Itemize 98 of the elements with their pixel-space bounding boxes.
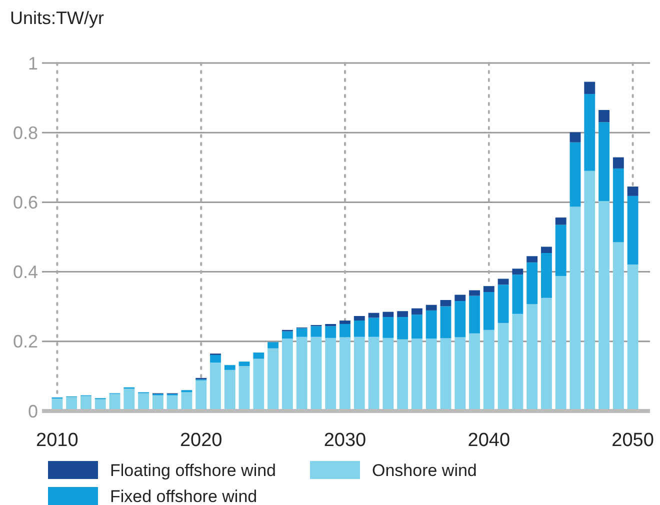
bar bbox=[268, 342, 279, 348]
bar bbox=[238, 362, 250, 366]
x-tick-label: 2010 bbox=[36, 430, 78, 451]
bar bbox=[555, 218, 566, 225]
y-tick-label: 0 bbox=[28, 401, 38, 422]
y-tick-label: 0.8 bbox=[12, 122, 38, 143]
bar bbox=[540, 246, 552, 254]
bar bbox=[526, 256, 538, 262]
x-tick-label: 2030 bbox=[324, 430, 366, 451]
bar bbox=[526, 304, 538, 411]
bar bbox=[397, 317, 408, 340]
bar bbox=[454, 301, 466, 338]
bar bbox=[469, 296, 480, 334]
bar bbox=[440, 338, 452, 411]
bar bbox=[483, 286, 494, 292]
bar bbox=[469, 333, 480, 411]
bar bbox=[397, 311, 408, 318]
bar bbox=[612, 157, 624, 168]
bar bbox=[325, 338, 336, 411]
bar bbox=[368, 318, 380, 337]
bar bbox=[570, 132, 581, 142]
y-tick-label: 0.6 bbox=[12, 192, 38, 212]
bar bbox=[282, 338, 293, 411]
bar bbox=[224, 365, 236, 370]
y-tick-label: 1 bbox=[28, 53, 38, 74]
legend-label: Onshore wind bbox=[372, 460, 477, 480]
bar bbox=[382, 338, 394, 411]
bar bbox=[325, 326, 336, 338]
bar bbox=[440, 306, 452, 338]
bar bbox=[627, 196, 638, 264]
bar bbox=[426, 310, 437, 339]
bar bbox=[555, 224, 566, 276]
bar bbox=[426, 304, 437, 310]
bar bbox=[296, 328, 308, 337]
bar bbox=[224, 370, 236, 411]
x-tick-label: 2020 bbox=[180, 430, 222, 451]
bar bbox=[340, 324, 350, 338]
bar bbox=[238, 366, 250, 411]
bar bbox=[454, 337, 466, 411]
y-axis-title: Units:TW/yr bbox=[10, 8, 104, 28]
bar bbox=[627, 264, 638, 411]
bar bbox=[584, 82, 596, 94]
bar bbox=[282, 331, 293, 339]
bar bbox=[310, 326, 322, 337]
bar bbox=[397, 339, 408, 411]
bar bbox=[426, 338, 437, 411]
bar bbox=[612, 242, 624, 411]
bar bbox=[570, 206, 581, 411]
bar bbox=[483, 330, 494, 411]
bar bbox=[440, 300, 452, 306]
bar bbox=[570, 142, 581, 207]
bar bbox=[498, 284, 509, 323]
bar bbox=[469, 290, 480, 296]
bar bbox=[512, 274, 524, 314]
bar bbox=[612, 168, 624, 242]
bar bbox=[210, 362, 221, 411]
x-tick-label: 2050 bbox=[612, 430, 654, 451]
bar bbox=[340, 320, 350, 324]
bar bbox=[124, 388, 135, 411]
bar bbox=[598, 122, 610, 202]
bar bbox=[354, 320, 365, 337]
bar bbox=[354, 336, 365, 411]
bar bbox=[598, 110, 610, 122]
bar bbox=[584, 170, 596, 411]
bar bbox=[598, 201, 610, 411]
bar bbox=[253, 352, 264, 359]
bar bbox=[354, 316, 365, 321]
y-tick-label: 0.4 bbox=[12, 262, 38, 282]
bar bbox=[540, 298, 552, 411]
bar bbox=[340, 337, 350, 411]
legend-label: Fixed offshore wind bbox=[110, 486, 258, 505]
bar bbox=[253, 358, 264, 411]
bar bbox=[411, 308, 422, 315]
bar bbox=[526, 262, 538, 304]
bar bbox=[498, 322, 509, 411]
bar bbox=[296, 336, 308, 411]
bar bbox=[382, 312, 394, 318]
bar bbox=[512, 268, 524, 275]
x-tick-label: 2040 bbox=[468, 430, 510, 451]
legend-label: Floating offshore wind bbox=[110, 460, 276, 480]
bar bbox=[268, 348, 279, 411]
bar bbox=[196, 380, 207, 411]
bar bbox=[498, 278, 509, 285]
bar bbox=[210, 354, 221, 363]
bar bbox=[540, 253, 552, 298]
bar bbox=[555, 276, 566, 411]
bar bbox=[181, 392, 192, 411]
bar bbox=[627, 186, 638, 196]
bar bbox=[310, 336, 322, 411]
bar bbox=[483, 292, 494, 330]
bar bbox=[411, 314, 422, 339]
bar bbox=[368, 336, 380, 411]
bar bbox=[512, 314, 524, 411]
bar bbox=[584, 94, 596, 171]
bar bbox=[382, 317, 394, 338]
y-tick-label: 0.2 bbox=[12, 332, 38, 352]
bar bbox=[411, 338, 422, 411]
bar bbox=[454, 294, 466, 302]
